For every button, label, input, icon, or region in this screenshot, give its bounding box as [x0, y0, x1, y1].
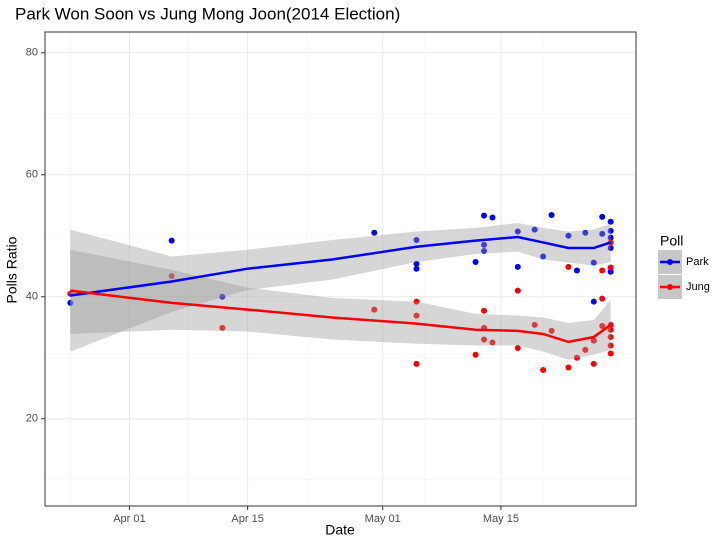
point — [540, 253, 547, 260]
confidence-band — [70, 222, 611, 352]
fit-line — [70, 289, 612, 344]
point — [514, 228, 521, 235]
x-tick-label: May 01 — [365, 513, 401, 525]
legend-title: Poll — [660, 233, 683, 249]
point — [599, 213, 606, 220]
point — [599, 267, 606, 274]
point — [607, 244, 614, 251]
point — [472, 351, 479, 358]
point — [168, 273, 175, 280]
point — [548, 212, 555, 219]
point — [514, 263, 521, 270]
point — [168, 237, 175, 244]
legend-label: Jung — [686, 281, 710, 293]
y-tick-label: 60 — [26, 169, 38, 181]
point — [514, 345, 521, 351]
point — [607, 227, 614, 234]
point — [607, 342, 614, 349]
legend-label: Park — [686, 256, 709, 268]
point — [548, 327, 555, 334]
point — [607, 218, 614, 225]
point — [607, 264, 614, 271]
x-tick-label: May 15 — [483, 513, 519, 525]
legend-dot — [667, 284, 673, 290]
point — [599, 295, 606, 302]
point — [514, 287, 521, 294]
point — [481, 241, 488, 248]
point — [607, 268, 614, 275]
y-axis-title: Polls Ratio — [4, 236, 20, 303]
x-tick-label: Apr 15 — [231, 513, 263, 525]
point — [590, 337, 597, 344]
point — [582, 229, 589, 236]
point — [590, 298, 597, 305]
point — [481, 248, 488, 255]
x-axis-title: Date — [325, 522, 355, 538]
point — [565, 364, 572, 371]
point — [607, 326, 614, 333]
point — [489, 214, 496, 221]
point — [489, 339, 496, 346]
point — [573, 267, 580, 274]
point — [413, 360, 420, 367]
point — [413, 237, 420, 244]
chart-title: Park Won Soon vs Jung Mong Joon(2014 Ele… — [15, 4, 400, 23]
x-tick-label: Apr 01 — [113, 513, 145, 525]
point — [590, 259, 597, 266]
point — [599, 230, 606, 237]
point — [481, 336, 488, 343]
point — [219, 293, 226, 300]
point — [531, 226, 538, 233]
point — [590, 360, 597, 367]
point — [67, 299, 74, 306]
point — [573, 354, 580, 361]
y-tick-label: 20 — [26, 413, 38, 425]
point — [413, 298, 420, 305]
point — [582, 346, 589, 353]
point — [371, 306, 378, 313]
point — [413, 312, 420, 319]
point — [371, 229, 378, 236]
panel-border — [44, 31, 637, 507]
point — [565, 263, 572, 270]
point — [481, 212, 488, 219]
point — [599, 323, 606, 330]
point — [481, 307, 488, 314]
point — [219, 324, 226, 331]
point — [565, 232, 572, 239]
legend-dot — [667, 259, 673, 265]
point — [607, 334, 614, 341]
point — [413, 265, 420, 272]
y-tick-label: 80 — [26, 47, 38, 59]
point — [607, 234, 614, 241]
point — [531, 321, 538, 328]
point — [413, 260, 420, 267]
fit-line — [70, 235, 612, 297]
confidence-band — [70, 249, 611, 360]
y-tick-label: 40 — [26, 291, 38, 303]
point — [540, 366, 547, 373]
point — [607, 350, 614, 357]
point — [472, 258, 479, 265]
